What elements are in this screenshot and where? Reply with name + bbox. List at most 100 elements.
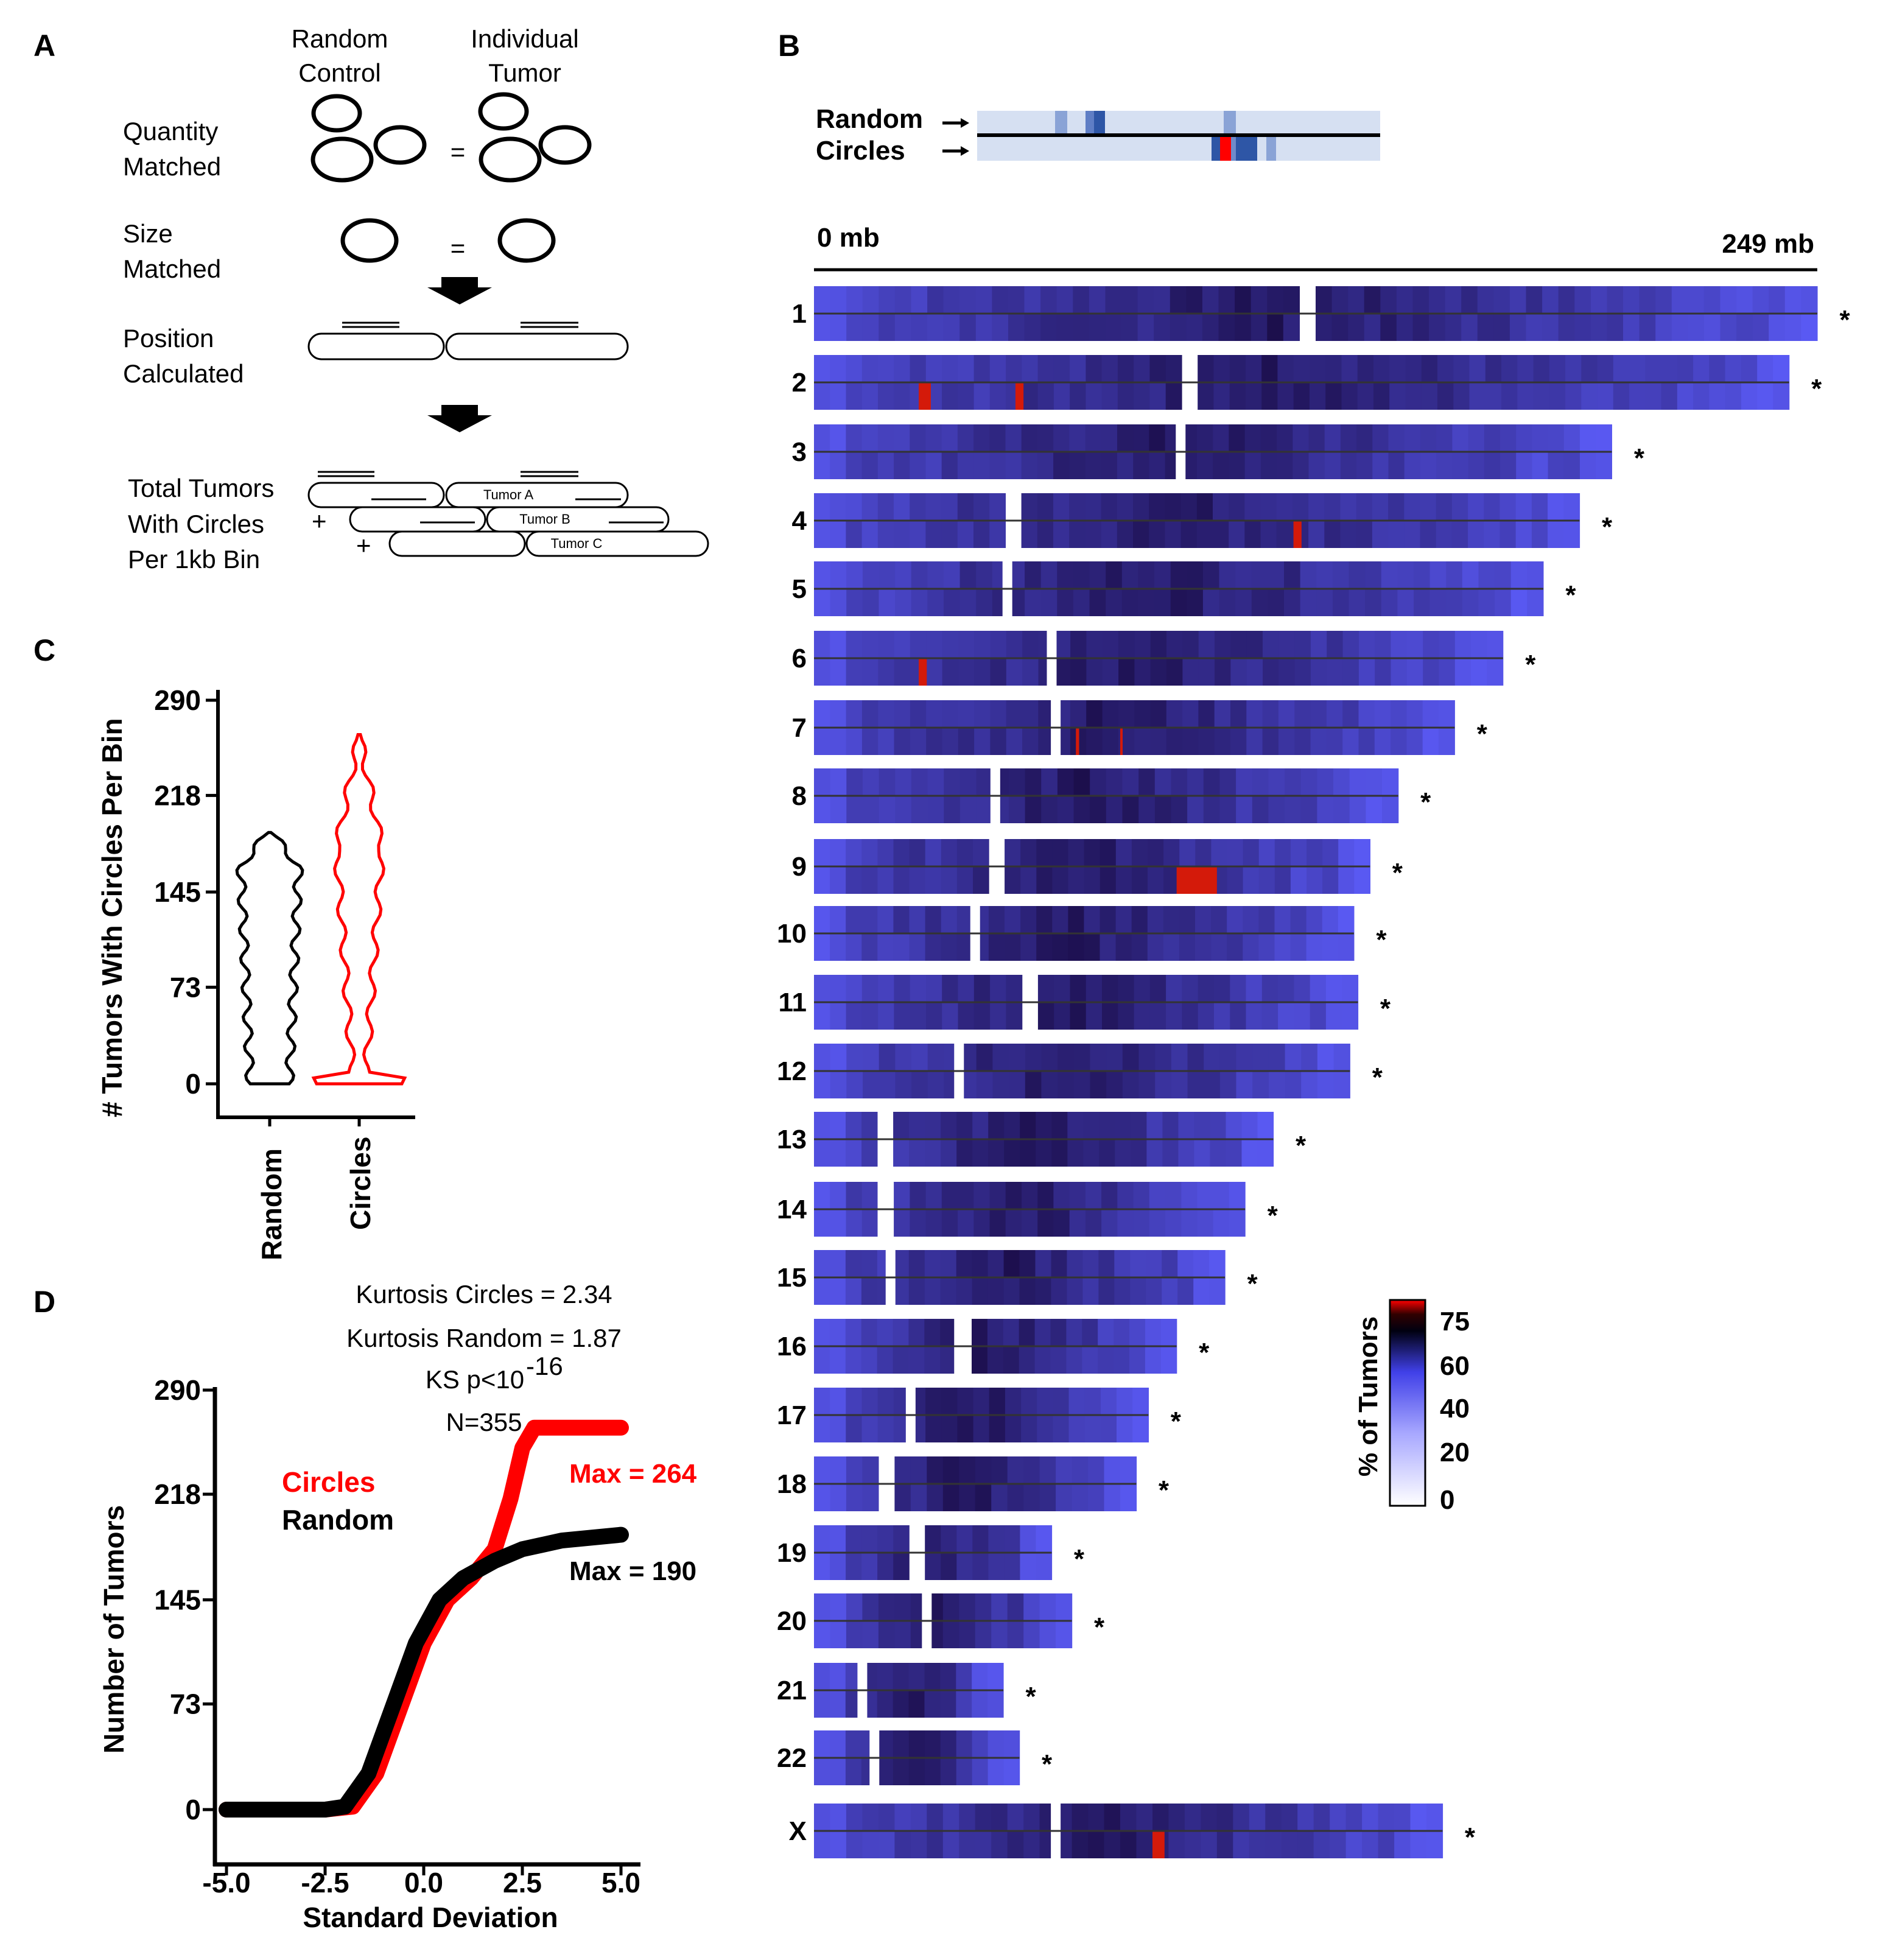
heatmap-bin	[894, 1831, 911, 1858]
heatmap-bin	[895, 561, 912, 589]
heatmap-bin	[1268, 768, 1285, 796]
heatmap-bin	[1246, 975, 1263, 1002]
colorbar: 75 60 40 20 0 % of Tumors	[1353, 1299, 1470, 1515]
violin-category-circles: Circles	[345, 1137, 376, 1230]
heatmap-bin	[1613, 382, 1630, 410]
heatmap-bin	[1181, 1209, 1198, 1237]
heatmap-bin	[1213, 493, 1229, 521]
significance-star: *	[1199, 1338, 1210, 1368]
heatmap-bin	[1086, 1002, 1103, 1030]
heatmap-bin	[987, 1758, 1005, 1785]
heatmap-bin	[830, 1002, 847, 1030]
heatmap-bin	[1072, 1831, 1089, 1858]
heatmap-bin	[940, 1758, 957, 1785]
heatmap-bin	[830, 1415, 846, 1442]
heatmap-bin	[1209, 1250, 1226, 1277]
heatmap-bin	[861, 1346, 878, 1374]
heatmap-bin	[1149, 975, 1166, 1002]
heatmap-bin	[1037, 493, 1054, 521]
heatmap-bin	[1325, 1002, 1342, 1030]
heatmap-bin	[1260, 493, 1277, 521]
heatmap-bin	[862, 658, 879, 686]
heatmap-bin	[1263, 631, 1279, 658]
heatmap-bin	[1040, 314, 1058, 341]
heatmap-bin	[1036, 839, 1053, 866]
heatmap-bin	[878, 1621, 895, 1648]
heatmap-bin	[895, 589, 912, 616]
heatmap-bin	[1227, 866, 1244, 894]
heatmap-bin	[1293, 382, 1310, 410]
heatmap-bin	[1421, 355, 1438, 382]
heatmap-bin	[1196, 521, 1213, 548]
heatmap-bin	[1121, 286, 1138, 314]
heatmap-bin	[894, 1593, 911, 1621]
heatmap-bin	[973, 424, 990, 452]
heatmap-bin	[1661, 382, 1678, 410]
heatmap-bin	[1445, 286, 1462, 314]
heatmap-bin	[1451, 493, 1468, 521]
heatmap-bin	[1310, 728, 1327, 755]
heatmap-bin	[1292, 452, 1310, 479]
heatmap-bin	[1036, 1112, 1052, 1139]
heatmap-bin	[1349, 796, 1366, 823]
heatmap-bin	[861, 1250, 878, 1277]
heatmap-bin	[1160, 1346, 1177, 1374]
heatmap-bin	[927, 796, 944, 823]
heatmap-bin	[830, 1758, 846, 1785]
heatmap-bin	[1098, 1277, 1115, 1305]
heatmap-bin	[846, 1044, 863, 1071]
heatmap-bin	[846, 521, 863, 548]
heatmap-bin	[814, 866, 830, 894]
heatmap-bin	[1149, 493, 1165, 521]
heatmap-bin	[1510, 561, 1528, 589]
heatmap-bin	[1484, 424, 1501, 452]
heatmap-bin	[1629, 382, 1646, 410]
heatmap-bin	[1381, 589, 1398, 616]
heatmap-bin	[989, 1182, 1006, 1209]
significance-star: *	[1811, 374, 1822, 404]
heatmap-bin	[1277, 452, 1293, 479]
heatmap-bin	[958, 700, 975, 728]
heatmap-bin	[1131, 1139, 1147, 1167]
heatmap-bin	[1420, 521, 1437, 548]
heatmap-bin	[1022, 658, 1039, 686]
heatmap-bin	[1187, 589, 1204, 616]
heatmap-bin	[1053, 424, 1070, 452]
heatmap-bin	[1134, 728, 1151, 755]
heatmap-bin	[830, 906, 846, 933]
heatmap-bin	[830, 521, 846, 548]
heatmap-bin	[941, 1388, 958, 1415]
heatmap-bin	[1499, 521, 1517, 548]
heatmap-bin	[1039, 1621, 1056, 1648]
cdf-random-line	[219, 1526, 629, 1818]
heatmap-bin	[861, 1209, 879, 1237]
heatmap-bin	[894, 1456, 911, 1484]
heatmap-bin	[1086, 631, 1103, 658]
heatmap-bin	[830, 1209, 846, 1237]
heatmap-bin	[956, 1758, 973, 1785]
heatmap-bin	[846, 658, 863, 686]
chromosome-17: 17 *	[777, 1388, 1182, 1442]
chromosome-9: 9 *	[792, 839, 1403, 894]
heatmap-bin	[1426, 1804, 1443, 1831]
plus-sign-1: +	[312, 507, 327, 535]
heatmap-bin	[1757, 382, 1774, 410]
heatmap-bin	[1230, 631, 1247, 658]
heatmap-bin	[942, 631, 959, 658]
heatmap-bin	[814, 1525, 830, 1553]
heatmap-bin	[1308, 521, 1325, 548]
heatmap-bin	[1101, 1182, 1118, 1209]
heatmap-bin	[1056, 1621, 1073, 1648]
heatmap-bin	[1356, 424, 1373, 452]
heatmap-bin	[1342, 1002, 1359, 1030]
heatmap-bin	[941, 493, 958, 521]
heatmap-bin	[862, 1804, 879, 1831]
heatmap-bin	[1381, 561, 1398, 589]
heatmap-bin	[973, 866, 989, 894]
heatmap-bin	[908, 1758, 925, 1785]
heatmap-bin	[1412, 286, 1429, 314]
chromosome-18: 18 *	[777, 1456, 1170, 1511]
heatmap-bin	[1005, 1182, 1022, 1209]
heatmap-bin	[1549, 382, 1566, 410]
heatmap-bin	[1420, 452, 1437, 479]
